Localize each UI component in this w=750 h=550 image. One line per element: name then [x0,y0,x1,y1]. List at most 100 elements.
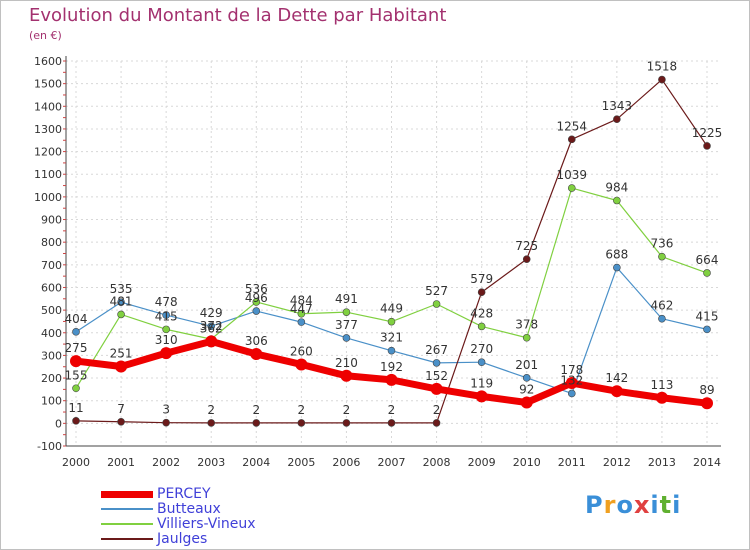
data-point [340,369,353,382]
data-label: 378 [515,318,538,332]
y-tick-label: 100 [41,395,62,408]
data-point [297,309,306,318]
data-point [252,307,261,315]
data-label: 688 [605,248,628,262]
data-label: 306 [245,334,268,348]
data-label: 2 [388,403,396,417]
data-point [610,385,623,398]
data-label: 404 [65,312,88,326]
data-point [385,373,398,386]
data-label: 447 [290,302,313,316]
data-point [658,252,666,261]
y-tick-label: 1000 [34,191,62,204]
y-tick-label: 300 [41,349,62,362]
legend-swatch [101,491,153,498]
data-label: 275 [65,341,88,355]
data-point [72,384,80,393]
data-label: 362 [200,321,223,335]
data-label: 484 [290,294,313,308]
data-point [115,360,128,373]
data-label: 428 [470,306,493,320]
data-label: 251 [110,347,133,361]
data-label: 536 [245,282,268,296]
data-label: 462 [650,299,673,313]
x-tick-label: 2014 [693,456,721,469]
data-label: 192 [380,360,403,374]
x-tick-label: 2003 [197,456,225,469]
data-label: 579 [470,272,493,286]
x-tick-label: 2005 [287,456,315,469]
data-label: 2 [343,403,351,417]
data-point [522,333,531,342]
y-tick-label: 700 [41,259,62,272]
data-label: 496 [245,291,268,305]
data-point [117,417,125,426]
data-label: 92 [519,383,534,397]
data-point [477,288,486,297]
data-point [205,335,218,348]
data-point [477,358,486,367]
data-point [160,347,173,360]
data-point [658,314,666,323]
data-label: 260 [290,344,313,358]
data-point [703,269,711,277]
data-point [613,196,621,205]
data-point [432,419,441,427]
y-tick-label: -100 [37,440,62,453]
x-tick-label: 2013 [648,456,676,469]
x-tick-label: 2006 [332,456,360,469]
data-point [70,355,82,368]
data-point [117,298,125,306]
legend-swatch [101,508,153,510]
x-tick-label: 2002 [152,456,180,469]
y-tick-label: 1400 [34,100,62,113]
data-point [567,389,576,398]
data-point [567,184,576,192]
y-tick-label: 1100 [34,168,62,181]
data-label: 267 [425,343,448,357]
data-label: 377 [335,318,358,332]
legend-label: Jaulges [157,531,208,547]
data-point [297,318,306,326]
data-point [613,115,621,124]
data-label: 415 [155,309,178,323]
data-label: 321 [380,331,403,345]
data-point [342,308,351,316]
x-tick-label: 2001 [107,456,135,469]
x-tick-label: 2007 [378,456,406,469]
data-label: 178 [560,363,583,377]
data-label: 1518 [647,60,678,74]
x-tick-label: 2004 [242,456,270,469]
x-tick-label: 2012 [603,456,631,469]
data-point [475,390,488,403]
data-point [565,377,578,390]
data-label: 113 [650,378,673,392]
data-point [207,322,216,330]
data-point [250,348,263,361]
data-point [432,359,441,367]
data-label: 527 [425,284,448,298]
data-label: 7 [117,402,125,416]
unit-label: (en €) [29,29,62,42]
data-label: 142 [605,371,628,385]
data-label: 736 [650,237,673,251]
data-label: 1254 [557,119,588,133]
data-label: 132 [560,373,583,387]
data-label: 2 [298,403,306,417]
data-point [655,391,668,404]
data-label: 201 [515,358,538,372]
data-label: 2 [433,403,441,417]
data-point [72,328,80,336]
data-label: 429 [200,306,223,320]
data-label: 1039 [557,168,588,182]
data-label: 119 [470,376,493,390]
data-point [207,419,216,427]
data-point [701,397,713,410]
data-label: 270 [470,342,493,356]
data-point [162,311,170,319]
data-point [520,396,533,409]
y-tick-label: 1500 [34,78,62,91]
data-point [522,374,531,382]
data-label: 481 [110,294,133,308]
